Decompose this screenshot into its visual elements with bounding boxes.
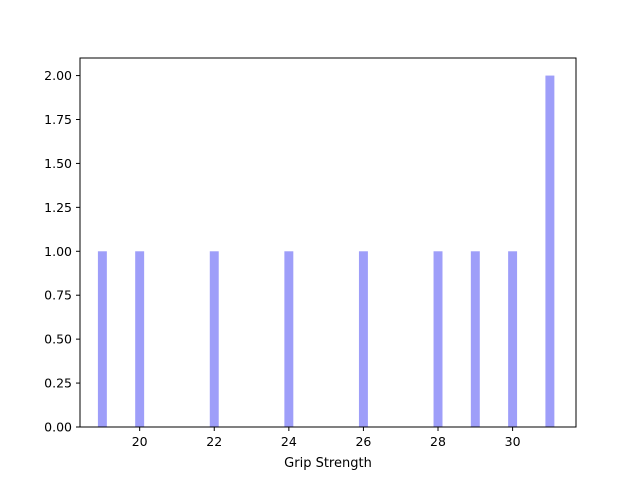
- bar: [508, 251, 518, 427]
- bar: [135, 251, 145, 427]
- y-tick-label: 2.00: [44, 68, 72, 83]
- y-tick-label: 0.00: [44, 420, 72, 435]
- plot-frame: [79, 57, 577, 428]
- y-tick-label: 1.25: [44, 200, 72, 215]
- y-tick-label: 1.50: [44, 156, 72, 171]
- bars-group: [97, 75, 555, 428]
- x-tick-label: 22: [206, 434, 222, 449]
- y-tick-label: 0.25: [44, 376, 72, 391]
- bar: [209, 251, 219, 427]
- bar: [284, 251, 294, 427]
- y-tick-label: 1.75: [44, 112, 72, 127]
- x-tick-label: 20: [132, 434, 148, 449]
- y-tick-label: 0.75: [44, 288, 72, 303]
- x-axis-label: Grip Strength: [284, 456, 372, 471]
- x-tick-label: 24: [281, 434, 297, 449]
- bar: [433, 251, 443, 427]
- bar: [545, 75, 555, 428]
- x-tick-label: 30: [505, 434, 521, 449]
- y-tick-label: 0.50: [44, 332, 72, 347]
- x-tick-label: 26: [355, 434, 371, 449]
- x-axis-ticks: 20 22 24 26 28 30: [132, 427, 521, 449]
- bar: [358, 251, 368, 427]
- bar: [470, 251, 480, 427]
- x-tick-label: 28: [430, 434, 446, 449]
- y-tick-label: 1.00: [44, 244, 72, 259]
- y-axis-ticks: 0.00 0.25 0.50 0.75 1.00 1.25 1.50 1.75 2.00: [44, 68, 80, 435]
- bar: [97, 251, 107, 427]
